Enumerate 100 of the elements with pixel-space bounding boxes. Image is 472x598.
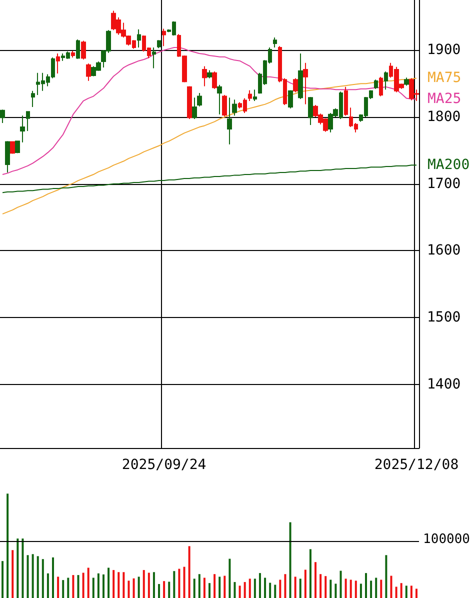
bar: [26, 555, 29, 598]
candlestick: [232, 99, 237, 116]
bar: [122, 572, 125, 598]
bar: [415, 588, 418, 598]
bar: [380, 580, 382, 598]
bar: [395, 586, 398, 598]
candlestick: [253, 89, 257, 102]
y-tick-label: 1800: [427, 109, 461, 126]
bar: [314, 562, 317, 598]
bar: [264, 578, 266, 598]
line-series: [2, 78, 417, 214]
candlestick: [404, 77, 409, 86]
y-tick-label: 1700: [427, 176, 461, 192]
candlestick: [384, 71, 388, 90]
series-label: MA75: [427, 70, 462, 86]
bar: [118, 572, 120, 598]
bar: [108, 568, 110, 598]
bar: [370, 580, 372, 598]
x-tick-label: 2025/09/24: [122, 457, 206, 473]
bar: [214, 574, 216, 598]
x-tick-label: 2025/12/08: [374, 457, 459, 473]
bar: [163, 581, 166, 598]
bar: [203, 578, 206, 598]
candlestick: [0, 109, 5, 124]
bar: [148, 572, 150, 598]
candlestick: [344, 86, 348, 116]
bar: [375, 578, 378, 598]
candlestick: [76, 38, 80, 60]
candlestick: [5, 140, 10, 174]
candlestick: [20, 115, 25, 143]
candlestick: [217, 84, 222, 115]
bar: [269, 582, 272, 598]
bar: [330, 580, 332, 598]
bar: [238, 586, 241, 598]
y-tick-label: 1900: [427, 42, 461, 58]
candlestick: [81, 40, 86, 60]
candlestick: [298, 52, 303, 100]
bar: [208, 583, 210, 598]
bar: [254, 578, 256, 598]
text: 100000: [423, 532, 470, 548]
bar: [112, 570, 115, 598]
bar: [168, 582, 170, 598]
candlestick: [15, 140, 20, 154]
bar: [405, 586, 408, 598]
bar: [334, 584, 337, 598]
candlestick: [303, 62, 308, 105]
bar: [57, 576, 60, 598]
bar: [198, 574, 200, 598]
bar: [364, 573, 367, 598]
bar: [228, 558, 231, 598]
candlestick: [379, 76, 383, 97]
bar: [77, 575, 80, 598]
candlestick: [293, 78, 298, 93]
candlestick: [56, 52, 60, 74]
bar: [46, 573, 49, 598]
bar: [248, 578, 251, 598]
bar: [360, 584, 362, 598]
bar: [97, 573, 100, 598]
bar: [294, 576, 296, 598]
series-label: MA200: [427, 157, 470, 174]
bar: [152, 572, 155, 598]
candlestick: [10, 141, 15, 154]
candlestick: [86, 63, 91, 82]
bar: [400, 583, 402, 598]
candlestick: [157, 40, 161, 49]
bar: [244, 582, 246, 598]
bar: [258, 573, 261, 598]
candlestick: [227, 97, 232, 145]
bar: [193, 578, 196, 598]
candlestick: [197, 92, 202, 107]
bar: [82, 572, 84, 598]
bar: [188, 546, 190, 598]
candlestick: [162, 28, 166, 47]
bar: [22, 538, 24, 598]
bar: [410, 586, 412, 598]
candlestick: [207, 70, 212, 79]
bar: [304, 570, 306, 598]
candlestick: [202, 66, 207, 87]
bar: [234, 582, 236, 598]
y-tick-label: 1600: [427, 242, 461, 259]
bar: [340, 570, 342, 598]
bar: [6, 494, 9, 598]
y-tick-label: 1500: [427, 310, 461, 326]
candlestick: [222, 94, 227, 117]
bar: [344, 578, 347, 598]
series-label: MA25: [427, 90, 462, 107]
bar: [173, 571, 176, 598]
candlestick: [212, 71, 217, 90]
bar: [102, 574, 104, 598]
y-tick-label: 1400: [427, 376, 461, 392]
line-series: [2, 164, 417, 194]
bar: [279, 580, 282, 598]
candlestick: [374, 79, 378, 90]
bar: [87, 568, 90, 598]
candlestick: [31, 90, 35, 108]
bar: [183, 566, 186, 598]
bar: [320, 574, 322, 598]
bar: [12, 550, 14, 598]
bar: [92, 578, 94, 598]
candlestick: [26, 111, 30, 132]
